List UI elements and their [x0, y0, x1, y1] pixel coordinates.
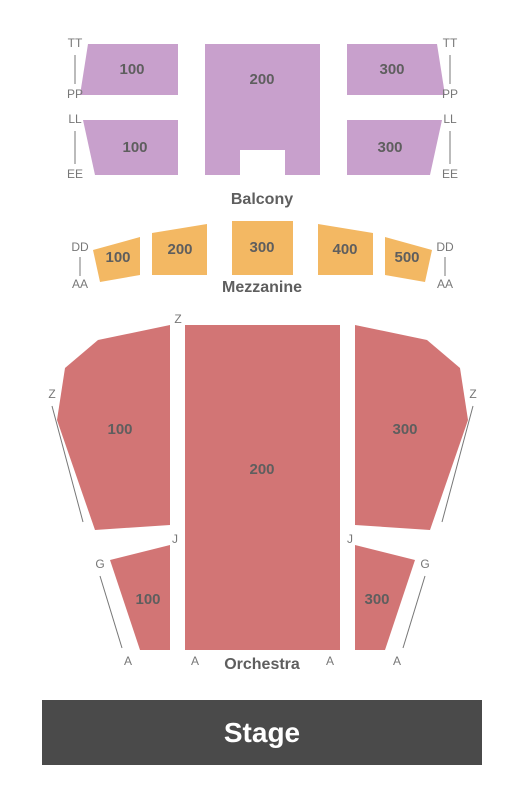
seating-chart: 100200300100300TTPPTTPPLLEELLEEBalcony10… — [0, 0, 525, 800]
orchestra-label: Orchestra — [224, 656, 300, 673]
row-label-Z: Z — [48, 387, 55, 401]
balcony-section-100-0[interactable] — [80, 44, 178, 95]
row-label-EE: EE — [442, 167, 458, 181]
balcony-section-100-3[interactable] — [83, 120, 178, 175]
row-label-TT: TT — [68, 36, 83, 50]
row-label-Z: Z — [174, 312, 181, 326]
row-marker-line — [403, 576, 425, 648]
row-label-G: G — [95, 557, 104, 571]
row-label-A: A — [393, 654, 401, 668]
mezzanine-label: Mezzanine — [222, 279, 302, 296]
orchestra-section-100-0[interactable] — [57, 325, 170, 530]
row-label-A: A — [326, 654, 334, 668]
row-label-EE: EE — [67, 167, 83, 181]
orchestra-section-300-4[interactable] — [355, 545, 415, 650]
row-label-J: J — [172, 532, 178, 546]
row-label-TT: TT — [443, 36, 458, 50]
row-label-DD: DD — [436, 240, 454, 254]
mezzanine-section-500-4[interactable] — [385, 237, 432, 282]
row-label-PP: PP — [442, 87, 458, 101]
row-label-G: G — [420, 557, 429, 571]
row-label-A: A — [191, 654, 199, 668]
row-label-LL: LL — [443, 112, 457, 126]
row-label-Z: Z — [469, 387, 476, 401]
row-marker-line — [100, 576, 122, 648]
row-label-PP: PP — [67, 87, 83, 101]
balcony-section-200-1[interactable] — [205, 44, 320, 175]
mezzanine-section-300-2[interactable] — [232, 221, 293, 275]
balcony-section-300-2[interactable] — [347, 44, 445, 95]
orchestra-section-200-1[interactable] — [185, 325, 340, 650]
row-label-A: A — [124, 654, 132, 668]
orchestra-section-300-2[interactable] — [355, 325, 468, 530]
row-label-LL: LL — [68, 112, 82, 126]
row-label-AA: AA — [437, 277, 453, 291]
orchestra-section-100-3[interactable] — [110, 545, 170, 650]
mezzanine-section-100-0[interactable] — [93, 237, 140, 282]
stage-label: Stage — [224, 717, 300, 748]
row-label-J: J — [347, 532, 353, 546]
row-label-DD: DD — [71, 240, 89, 254]
mezzanine-section-400-3[interactable] — [318, 224, 373, 275]
balcony-label: Balcony — [231, 191, 293, 208]
balcony-section-300-4[interactable] — [347, 120, 442, 175]
row-label-AA: AA — [72, 277, 88, 291]
mezzanine-section-200-1[interactable] — [152, 224, 207, 275]
